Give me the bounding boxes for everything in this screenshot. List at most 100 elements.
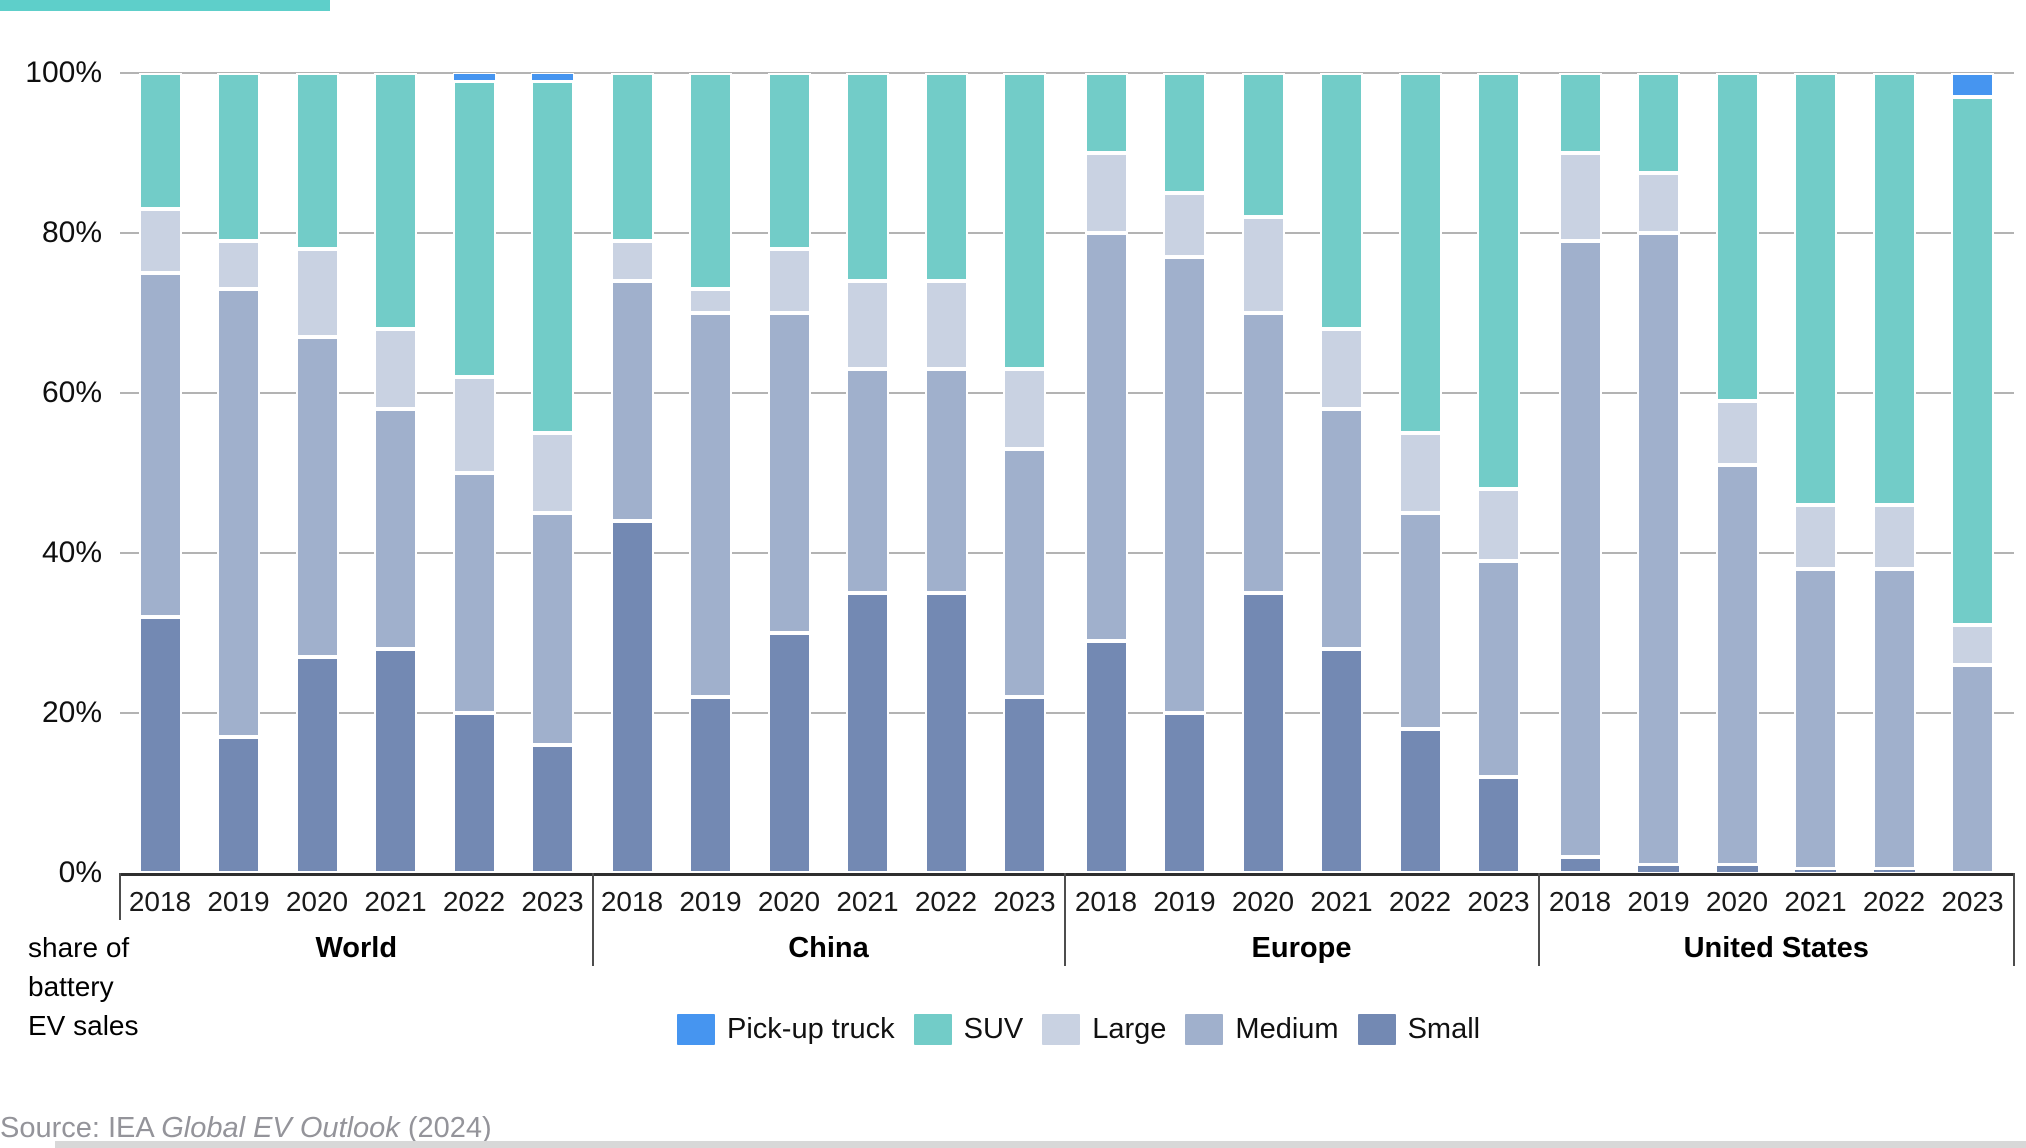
segment-suv [374, 73, 417, 329]
segment-large [217, 241, 260, 289]
x-tick-label-2020: 2020 [1705, 886, 1769, 917]
axis-separator [1063, 873, 1066, 966]
page-bottom-edge [55, 1141, 2026, 1148]
bar-united-states-2023 [1951, 73, 1994, 873]
source-suffix: (2024) [399, 1112, 492, 1144]
segment-large [374, 329, 417, 409]
legend-swatch-suv [913, 1014, 952, 1045]
segment-large [689, 289, 732, 313]
y-tick-label-100%: 100% [25, 56, 102, 89]
axis-separator [119, 873, 121, 920]
segment-medium [1872, 569, 1916, 869]
segment-large [924, 281, 968, 369]
bar-world-2019 [217, 73, 260, 873]
segment-suv [924, 73, 968, 281]
x-tick-label-2019: 2019 [1153, 886, 1216, 917]
y-tick-label-60%: 60% [41, 376, 102, 409]
x-tick-label-2023: 2023 [993, 886, 1056, 917]
segment-small [1398, 729, 1442, 873]
bar-united-states-2020 [1715, 73, 1759, 873]
x-tick-label-2022: 2022 [1388, 886, 1452, 917]
segment-large [1003, 369, 1046, 449]
segment-medium [1320, 409, 1363, 649]
segment-suv [689, 73, 732, 289]
segment-medium [610, 281, 654, 521]
segment-suv [1084, 73, 1128, 153]
x-tick-label-2021: 2021 [836, 886, 899, 917]
x-tick-label-2022: 2022 [1862, 886, 1926, 917]
bar-world-2021 [374, 73, 417, 873]
bar-europe-2019 [1163, 73, 1206, 873]
legend-label-large: Large [1092, 1013, 1167, 1045]
x-tick-label-2021: 2021 [364, 886, 427, 917]
bar-china-2020 [767, 73, 811, 873]
segment-suv [1794, 73, 1837, 505]
gridline-20% [120, 712, 2014, 714]
segment-medium [1241, 313, 1285, 593]
x-tick-label-2021: 2021 [1310, 886, 1373, 917]
axis-separator [591, 873, 594, 966]
segment-small [846, 593, 889, 873]
x-tick-label-2022: 2022 [914, 886, 978, 917]
x-tick-label-2019: 2019 [207, 886, 270, 917]
source-prefix: Source: IEA [0, 1112, 162, 1144]
bar-china-2018 [610, 73, 654, 873]
segment-small [1558, 857, 1602, 873]
x-tick-label-2019: 2019 [679, 886, 742, 917]
segment-suv [1872, 73, 1916, 505]
segment-suv [767, 73, 811, 249]
segment-small [1003, 697, 1046, 873]
segment-medium [295, 337, 339, 657]
segment-suv [295, 73, 339, 249]
y-axis-caption-line: battery [28, 971, 114, 1002]
legend-item-pickup: Pick-up truck [677, 1013, 895, 1046]
segment-suv [610, 73, 654, 241]
y-tick-label-20%: 20% [41, 696, 102, 729]
y-axis-caption: share of battery EV sales [28, 928, 139, 1045]
gridline-60% [120, 392, 2014, 394]
segment-small [1163, 713, 1206, 873]
bar-europe-2021 [1320, 73, 1363, 873]
accent-bar [0, 0, 330, 11]
segment-pickup-truck [1951, 73, 1994, 97]
legend-swatch-pickup [677, 1014, 715, 1045]
segment-large [1951, 625, 1994, 665]
y-tick-label-40%: 40% [41, 536, 102, 569]
x-tick-label-2019: 2019 [1627, 886, 1690, 917]
bar-europe-2023 [1477, 73, 1520, 873]
segment-medium [846, 369, 889, 593]
axis-separator [2013, 873, 2015, 966]
segment-small [1637, 865, 1680, 873]
group-label-europe: Europe [1251, 932, 1352, 964]
y-tick-label-80%: 80% [41, 216, 102, 249]
segment-large [1477, 489, 1520, 561]
segment-small [1241, 593, 1285, 873]
segment-small [138, 617, 182, 873]
segment-suv [452, 81, 496, 377]
x-tick-label-2023: 2023 [1467, 886, 1530, 917]
segment-medium [452, 473, 496, 713]
segment-suv [846, 73, 889, 281]
bar-china-2023 [1003, 73, 1046, 873]
segment-suv [138, 73, 182, 209]
segment-small [295, 657, 339, 873]
bar-europe-2018 [1084, 73, 1128, 873]
segment-medium [1715, 465, 1759, 865]
segment-small [217, 737, 260, 873]
legend-item-large: Large [1042, 1013, 1166, 1046]
bar-china-2019 [689, 73, 732, 873]
x-tick-label-2020: 2020 [1231, 886, 1295, 917]
legend-swatch-small [1357, 1014, 1396, 1045]
segment-small [767, 633, 811, 873]
segment-large [1558, 153, 1602, 241]
segment-medium [1477, 561, 1520, 777]
gridline-80% [120, 232, 2014, 234]
legend-label-medium: Medium [1235, 1013, 1339, 1045]
segment-small [1794, 869, 1837, 873]
legend-swatch-large [1042, 1014, 1081, 1045]
x-axis-line [120, 873, 2014, 876]
bar-united-states-2018 [1558, 73, 1602, 873]
x-tick-label-2023: 2023 [521, 886, 584, 917]
segment-small [1715, 865, 1759, 873]
